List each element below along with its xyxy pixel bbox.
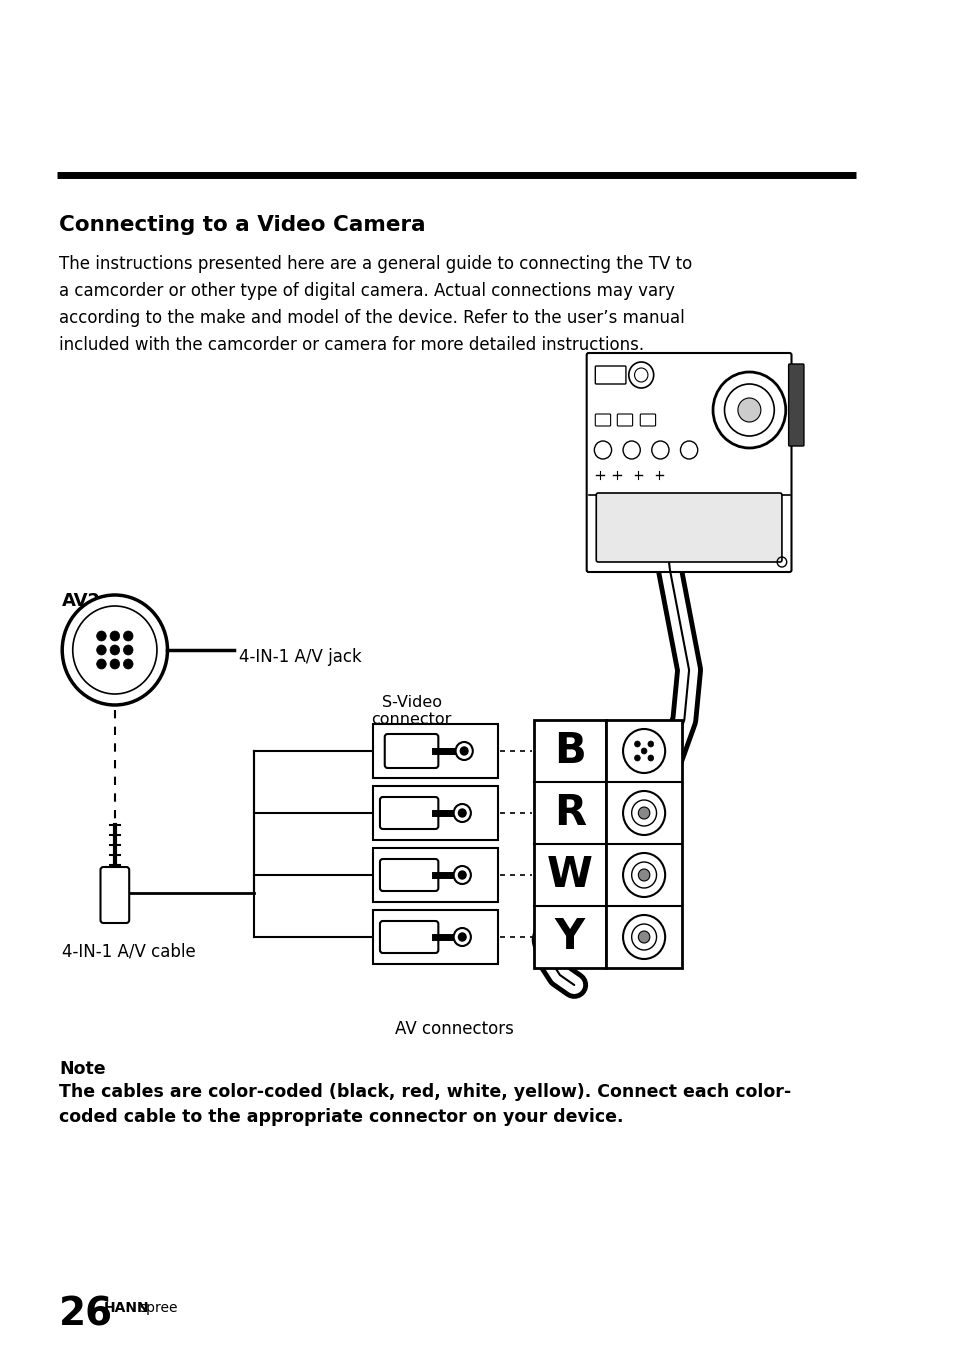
Text: S-Video
connector: S-Video connector (371, 695, 452, 727)
Text: AV connectors: AV connectors (395, 1019, 514, 1038)
Circle shape (737, 397, 760, 422)
Text: spree: spree (139, 1301, 178, 1315)
Circle shape (458, 933, 466, 941)
Text: B: B (554, 730, 585, 772)
FancyBboxPatch shape (617, 414, 632, 426)
Circle shape (638, 869, 649, 882)
FancyBboxPatch shape (379, 796, 437, 829)
Circle shape (96, 645, 106, 654)
FancyBboxPatch shape (595, 414, 610, 426)
FancyBboxPatch shape (586, 353, 791, 572)
Text: 26: 26 (59, 1295, 113, 1333)
Circle shape (110, 631, 119, 641)
Text: The instructions presented here are a general guide to connecting the TV to
a ca: The instructions presented here are a ge… (59, 256, 692, 354)
FancyBboxPatch shape (379, 859, 437, 891)
Circle shape (458, 808, 466, 817)
Circle shape (123, 631, 132, 641)
Text: The cables are color-coded (black, red, white, yellow). Connect each color-
code: The cables are color-coded (black, red, … (59, 1083, 791, 1126)
FancyBboxPatch shape (596, 493, 781, 562)
Text: W: W (546, 854, 592, 896)
FancyBboxPatch shape (605, 721, 681, 968)
FancyBboxPatch shape (373, 786, 497, 840)
FancyBboxPatch shape (373, 725, 497, 777)
FancyBboxPatch shape (373, 910, 497, 964)
Circle shape (458, 871, 466, 879)
Circle shape (110, 658, 119, 669)
Circle shape (634, 754, 639, 761)
FancyBboxPatch shape (384, 734, 437, 768)
Circle shape (634, 741, 639, 748)
Text: HANN: HANN (103, 1301, 149, 1315)
Circle shape (638, 807, 649, 819)
Text: R: R (554, 792, 585, 834)
FancyBboxPatch shape (639, 414, 655, 426)
Circle shape (123, 645, 132, 654)
Circle shape (638, 932, 649, 942)
Circle shape (123, 658, 132, 669)
FancyBboxPatch shape (788, 364, 803, 446)
Circle shape (640, 748, 646, 754)
Circle shape (460, 748, 468, 754)
FancyBboxPatch shape (534, 721, 605, 968)
FancyBboxPatch shape (100, 867, 129, 923)
Circle shape (647, 754, 653, 761)
FancyBboxPatch shape (373, 848, 497, 902)
Text: Connecting to a Video Camera: Connecting to a Video Camera (59, 215, 426, 235)
Circle shape (96, 631, 106, 641)
Circle shape (454, 927, 471, 946)
Circle shape (62, 595, 168, 704)
FancyBboxPatch shape (379, 921, 437, 953)
Text: 4-IN-1 A/V jack: 4-IN-1 A/V jack (239, 648, 361, 667)
Circle shape (96, 658, 106, 669)
FancyBboxPatch shape (595, 366, 625, 384)
Circle shape (456, 742, 473, 760)
Text: AV2: AV2 (62, 592, 101, 610)
Circle shape (110, 645, 119, 654)
Circle shape (454, 804, 471, 822)
Text: Y: Y (555, 917, 584, 959)
Circle shape (454, 867, 471, 884)
Text: Note: Note (59, 1060, 106, 1078)
Circle shape (647, 741, 653, 748)
Text: 4-IN-1 A/V cable: 4-IN-1 A/V cable (62, 942, 195, 961)
